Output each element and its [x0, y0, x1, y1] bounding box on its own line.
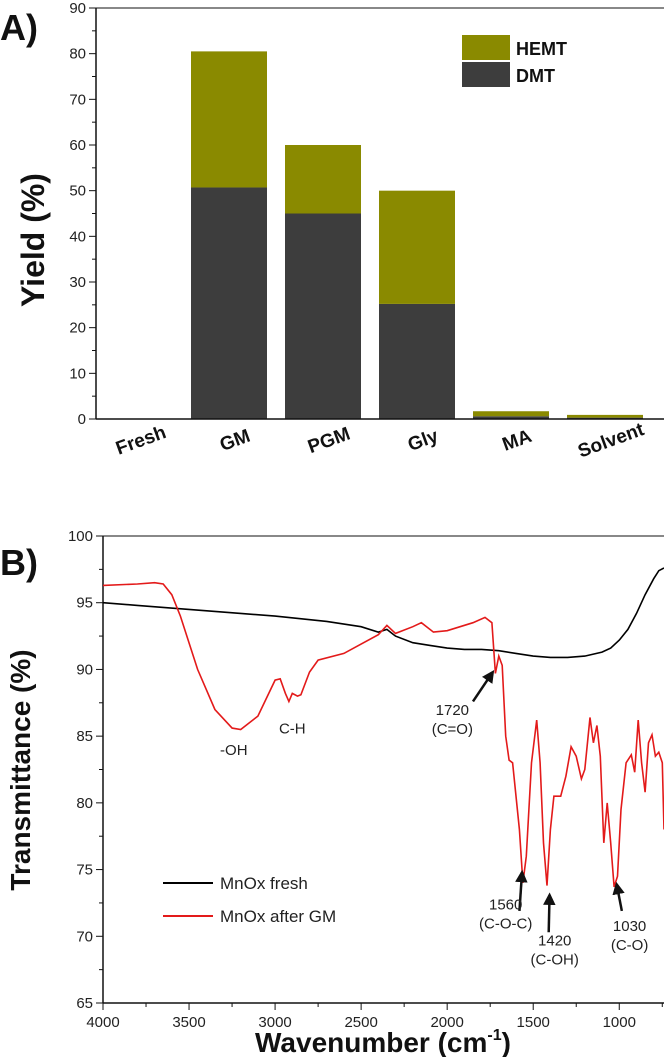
y-tick-label: 80: [69, 46, 86, 63]
y-tick-label: 60: [69, 137, 86, 154]
annotation-label: (C-O-C): [479, 916, 532, 933]
legend-label: HEMT: [516, 39, 567, 59]
bar-dmt-ma: [473, 416, 549, 419]
legend-label: MnOx fresh: [220, 874, 308, 893]
y-tick-label: 75: [76, 862, 93, 879]
annotation-arrow: [471, 670, 495, 703]
y-tick-label: 80: [76, 795, 93, 812]
annotation-label: 1420: [538, 933, 571, 950]
panel-a-bar-chart: A) Fresh GM PGM Gly MA Solvent 0 10 20 30 40 50 60 70 8…: [0, 0, 664, 462]
bar-hemt-gm: [191, 51, 267, 188]
y-tick-label: 50: [69, 183, 86, 200]
legend-label: MnOx after GM: [220, 907, 336, 926]
x-tick-label: 3500: [172, 1014, 205, 1031]
annotation-arrow: [543, 892, 556, 933]
y-tick-label: 0: [78, 411, 86, 428]
x-tick-label: 1500: [517, 1014, 550, 1031]
annotation-label: 1030: [613, 918, 646, 935]
bar-dmt-pgm: [285, 213, 361, 419]
series-line-mnox-fresh: [102, 567, 664, 659]
panel-label: A): [0, 7, 38, 48]
legend-label: DMT: [516, 66, 555, 86]
y-tick-label: 10: [69, 365, 86, 382]
panel-label: B): [0, 542, 38, 583]
bar-dmt-gly: [379, 303, 455, 419]
x-tick-label: Fresh: [113, 422, 169, 459]
x-tick-label: Gly: [405, 426, 441, 456]
x-axis-title-end: ): [502, 1027, 511, 1057]
y-tick-label: 95: [76, 595, 93, 612]
x-tick-label: GM: [217, 426, 253, 456]
y-tick-label: 30: [69, 274, 86, 291]
annotation-label: (C-O): [611, 937, 649, 954]
x-tick-label: MA: [500, 426, 535, 456]
x-tick-label: PGM: [305, 424, 353, 459]
series-line-mnox-after-gm: [102, 581, 664, 888]
y-tick-label: 20: [69, 320, 86, 337]
annotation-label: 1560: [489, 897, 522, 914]
bar-hemt-gly: [379, 190, 455, 304]
bar-hemt-solvent: [567, 414, 643, 418]
y-tick-label: 70: [76, 928, 93, 945]
x-axis-title-superscript: -1: [487, 1027, 501, 1044]
legend-swatch-dmt: [462, 62, 510, 87]
annotation-arrow: [612, 881, 625, 912]
bar-hemt-ma: [473, 411, 549, 417]
legend-swatch-hemt: [462, 35, 510, 60]
annotation-label: (C-OH): [531, 952, 579, 969]
y-axis-title: Yield (%): [15, 173, 51, 307]
annotation-arrow: [515, 869, 528, 912]
y-tick-label: 90: [76, 661, 93, 678]
x-tick-label: Solvent: [575, 419, 647, 462]
annotation-label: -OH: [220, 742, 248, 759]
x-tick-label: 2500: [344, 1014, 377, 1031]
x-axis-title: Wavenumber (cm-1): [255, 1027, 511, 1057]
y-axis-title: Transmittance (%): [5, 649, 36, 890]
x-tick-label: 3000: [258, 1014, 291, 1031]
y-tick-label: 65: [76, 995, 93, 1012]
y-tick-label: 100: [68, 528, 93, 545]
y-tick-label: 70: [69, 91, 86, 108]
bar-hemt-pgm: [285, 145, 361, 214]
bar-dmt-gm: [191, 187, 267, 419]
y-tick-label: 90: [69, 0, 86, 17]
x-tick-label: 4000: [86, 1014, 119, 1031]
annotation-label: 1720: [436, 702, 469, 719]
panel-b-ftir-chart: B) 65 70 75 80 85 90 95 100 4000 3500 3000 2500 2000 1…: [0, 528, 664, 1057]
x-tick-label: 1000: [603, 1014, 636, 1031]
y-tick-label: 85: [76, 728, 93, 745]
annotation-label: (C=O): [432, 721, 473, 738]
x-tick-label: 2000: [430, 1014, 463, 1031]
x-axis-title-main: Wavenumber (cm: [255, 1027, 487, 1057]
y-tick-label: 40: [69, 228, 86, 245]
annotation-label: C-H: [279, 720, 306, 737]
